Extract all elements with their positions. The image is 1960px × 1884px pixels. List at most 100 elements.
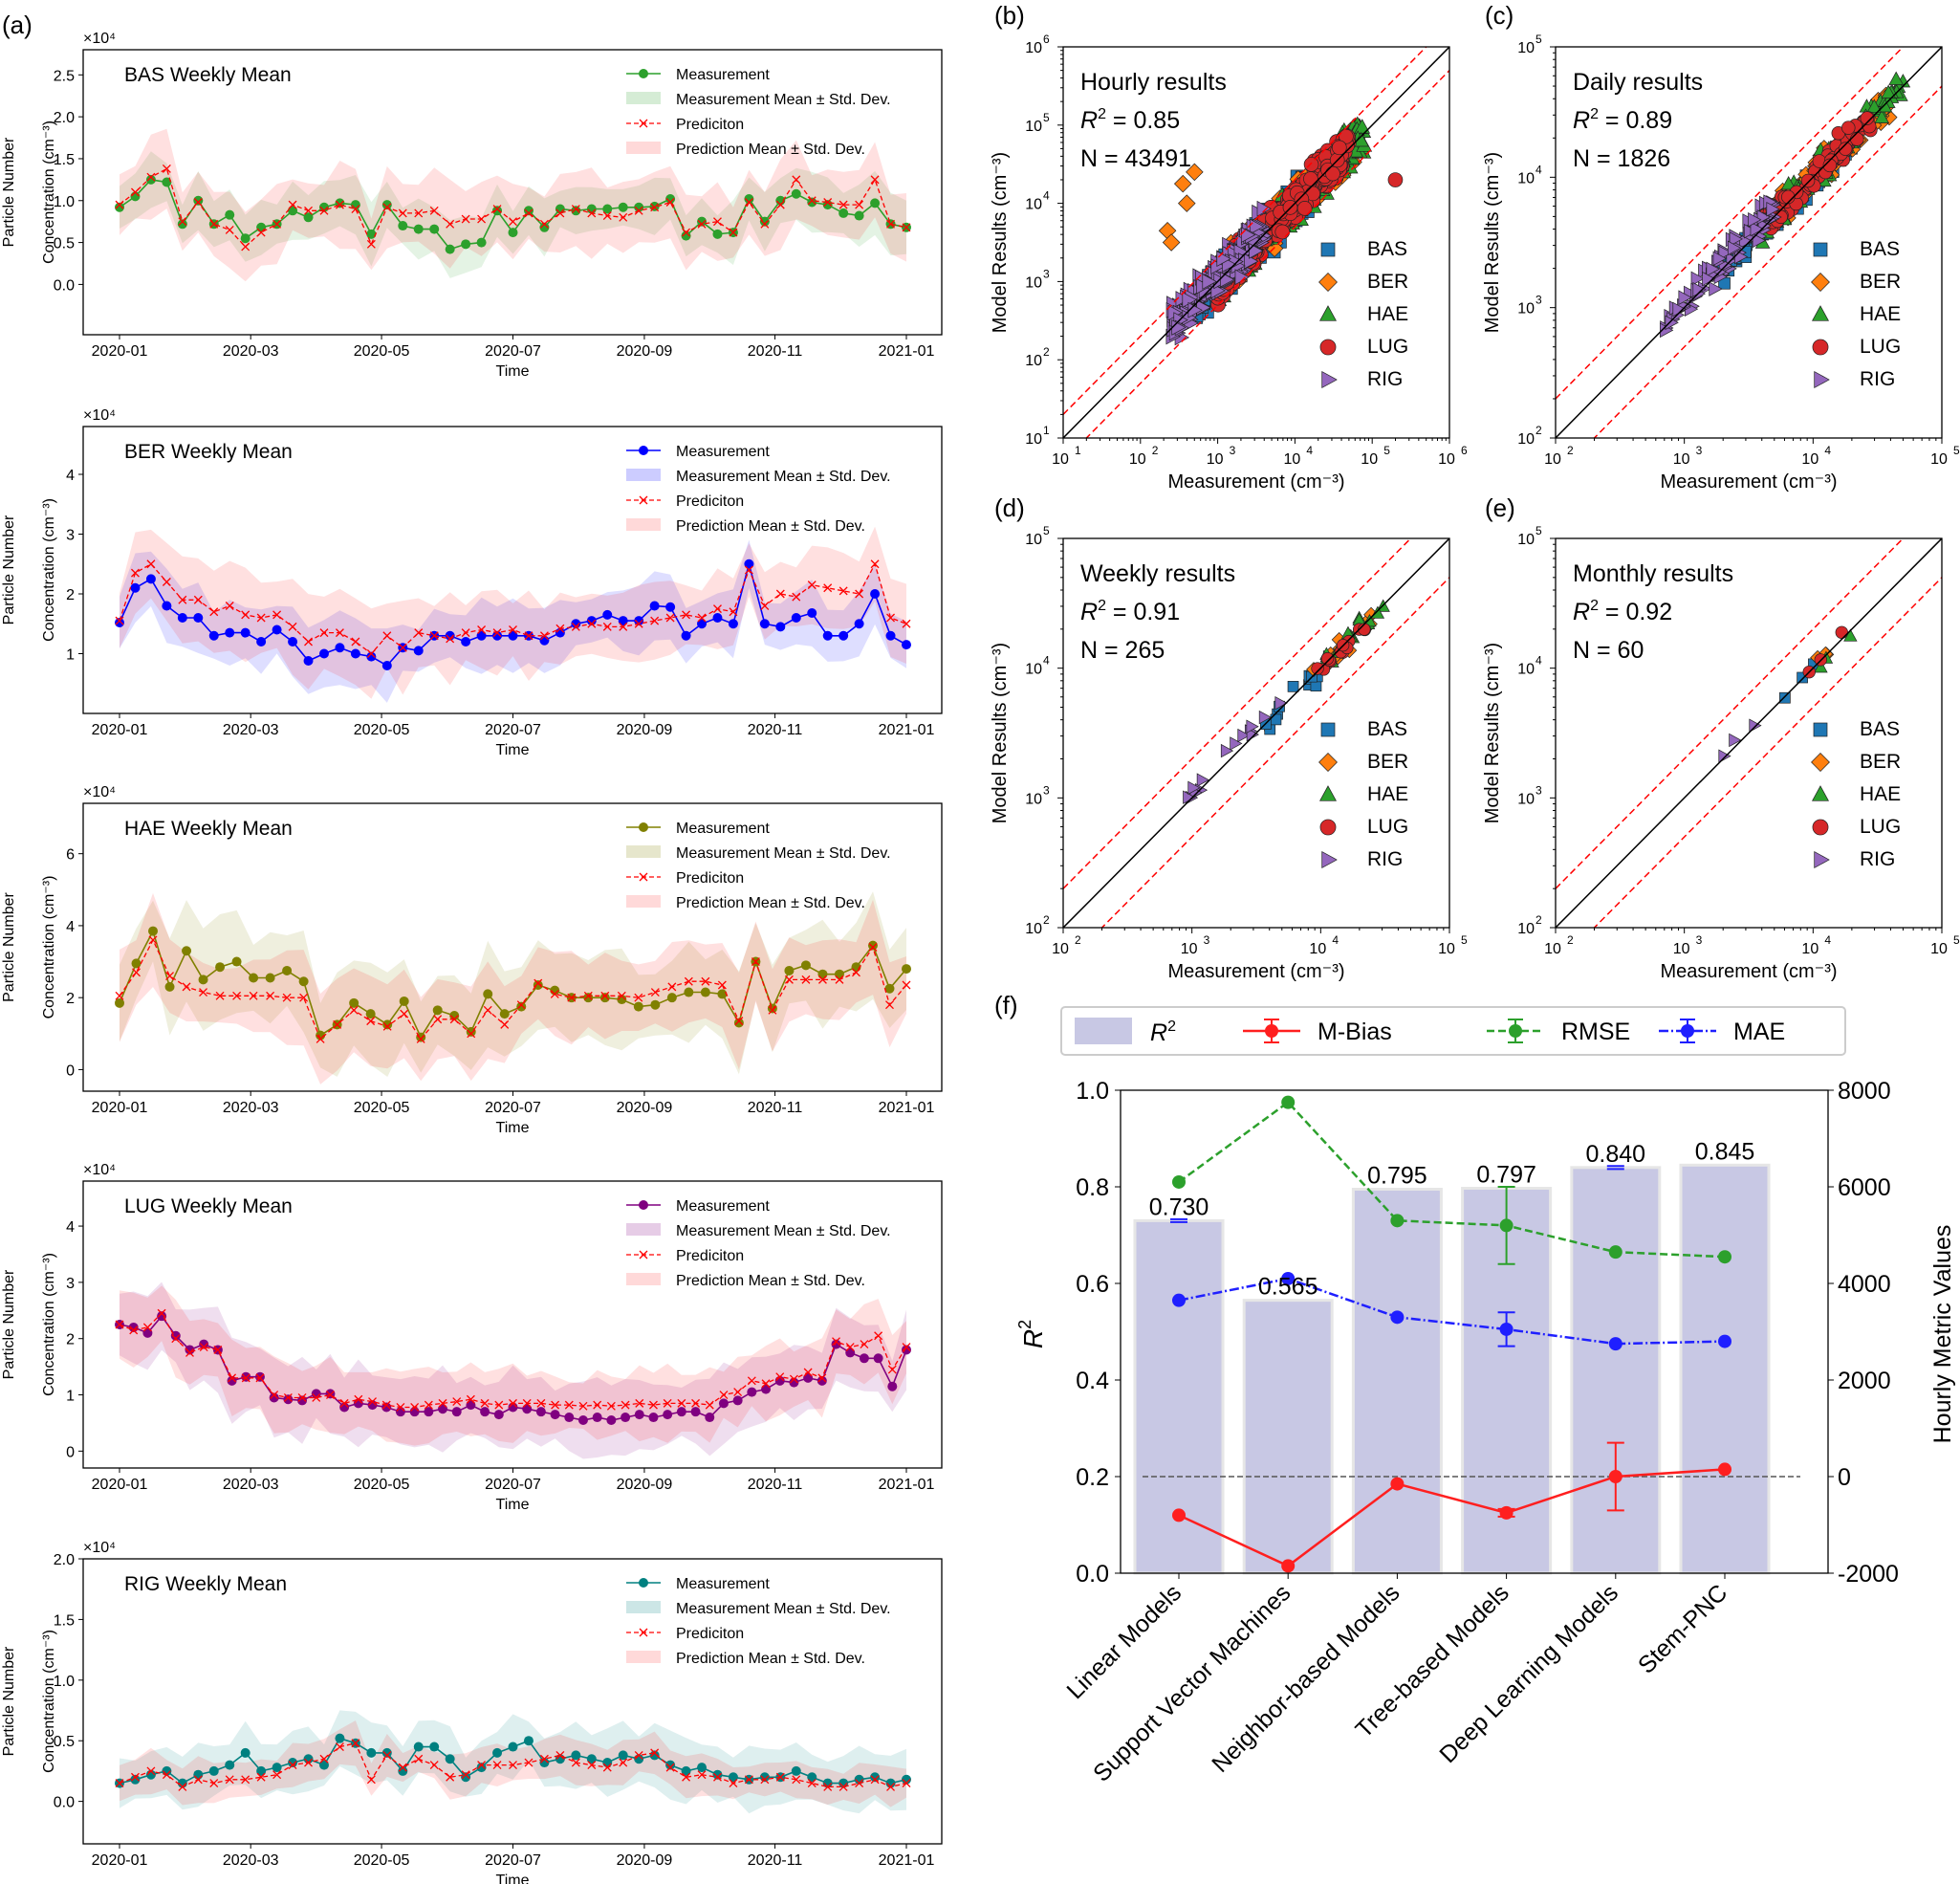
measurement-point	[902, 964, 911, 975]
measurement-point	[115, 618, 124, 627]
prediction-point	[744, 198, 753, 207]
measurement-point	[208, 630, 219, 641]
y-tick-label: 4	[66, 468, 75, 484]
prediction-point	[272, 610, 282, 620]
measurement-point	[508, 1742, 518, 1752]
prediction-point	[232, 991, 242, 1000]
prediction-point	[667, 982, 677, 992]
y-tick-label: 10	[1025, 40, 1042, 56]
measurement-point	[767, 1003, 777, 1014]
data-point-hae	[1881, 84, 1896, 99]
measurement-point	[148, 926, 159, 936]
prediction-point	[193, 1775, 203, 1785]
measurement-point	[395, 1407, 405, 1417]
y-tick-exponent: 2	[1043, 345, 1050, 359]
measurement-point	[451, 1407, 462, 1417]
prediction-point	[209, 1779, 219, 1788]
measurement-point	[759, 619, 770, 629]
legend-marker-lug	[1812, 339, 1829, 356]
prediction-point	[325, 1391, 335, 1399]
prediction-point	[860, 1340, 869, 1349]
y-tick-label: 1	[66, 1389, 75, 1405]
measurement-point	[854, 1774, 864, 1785]
measurement-point	[208, 1765, 219, 1776]
legend-label: BER	[1367, 751, 1408, 773]
prediction-point	[571, 1758, 580, 1767]
prediction-point	[550, 989, 559, 998]
timeseries-panel-rig: 0.0 0.5 1.0 1.5 2.0 2020-01 2020-03 2020-05 2020…	[1, 1540, 943, 1884]
prediction-point	[368, 1397, 377, 1407]
x-tick-exponent: 2	[1567, 444, 1574, 457]
measurement-point	[445, 1754, 455, 1764]
y-tick-label: 2.0	[54, 1552, 75, 1568]
legend-prediction-marker	[639, 119, 648, 128]
panel-letter: (a)	[2, 11, 33, 39]
measurement-point	[523, 1736, 534, 1746]
r2-annotation: R2 = 0.89	[1573, 106, 1672, 134]
mbias-point	[1718, 1462, 1731, 1477]
data-point-rig	[1246, 719, 1259, 734]
x-tick-label: 10	[1181, 941, 1198, 957]
measurement-point	[177, 613, 187, 623]
rmse-point	[1718, 1250, 1731, 1264]
y-tick-label: 6	[66, 847, 75, 864]
measurement-point	[887, 1381, 898, 1391]
x-axis-label: Time	[496, 363, 530, 380]
measurement-point	[366, 229, 377, 239]
scatter-panel-0: 101101102102103103104104105105106106Meas…	[990, 1, 1468, 493]
prediction-point	[171, 1334, 181, 1344]
measurement-point	[712, 1769, 723, 1780]
measurement-point	[131, 958, 142, 969]
y-tick-label: 10	[1025, 274, 1042, 291]
prediction-point	[682, 1772, 691, 1782]
mae-line	[1178, 1277, 1726, 1346]
n-annotation: N = 60	[1573, 637, 1644, 664]
prediction-point	[886, 613, 895, 623]
prediction-point	[366, 649, 376, 658]
measurement-point	[831, 1339, 841, 1349]
r2-annotation: R2 = 0.85	[1080, 106, 1180, 134]
measurement-point	[483, 989, 493, 999]
prediction-point	[299, 993, 309, 1002]
x-tick-label: 10	[1438, 451, 1455, 468]
y-tick-label: 2	[66, 991, 75, 1007]
measurement-point	[665, 194, 676, 205]
data-point-rig	[1220, 743, 1234, 758]
y-tick-label: 10	[1025, 431, 1042, 448]
legend-box	[1060, 1006, 1846, 1056]
data-point-bas	[1287, 680, 1299, 692]
measurement-point	[162, 1765, 172, 1776]
measurement-point	[681, 1765, 691, 1776]
data-point-hae	[1814, 660, 1828, 673]
x-tick-exponent: 3	[1696, 933, 1703, 947]
measurement-point	[535, 1407, 546, 1417]
measurement-point	[539, 635, 550, 646]
y-tick-label: 10	[1025, 662, 1042, 678]
x-tick-label: 10	[1284, 451, 1301, 468]
legend-measurement-band	[626, 1601, 661, 1613]
prediction-point	[555, 208, 565, 218]
measurement-point	[583, 993, 594, 1003]
measurement-point	[382, 1019, 393, 1030]
y-tick-label: 10	[1025, 791, 1042, 807]
y-tick-exponent: 5	[1535, 524, 1542, 537]
x-tick-label: 10	[1930, 941, 1948, 957]
data-point-rig	[1274, 696, 1288, 711]
measurement-point	[533, 980, 543, 991]
data-point-lug	[1800, 173, 1816, 188]
x-tick-label: 2020-11	[748, 1100, 803, 1116]
prediction-point	[634, 206, 643, 215]
measurement-point	[182, 946, 192, 956]
r2-bar	[1679, 1163, 1771, 1575]
prediction-point	[768, 1005, 777, 1015]
x-tick-label: 2021-01	[879, 722, 935, 738]
legend-marker-bas	[1320, 722, 1336, 737]
measurement-point	[859, 1353, 869, 1364]
y-tick-label: 10	[1025, 119, 1042, 135]
mae-point	[1499, 1322, 1514, 1336]
x-tick-label: 2021-01	[879, 343, 935, 360]
measurement-point	[681, 630, 691, 641]
prediction-point	[339, 1398, 349, 1408]
prediction-point	[682, 228, 691, 237]
prediction-point	[868, 943, 878, 952]
